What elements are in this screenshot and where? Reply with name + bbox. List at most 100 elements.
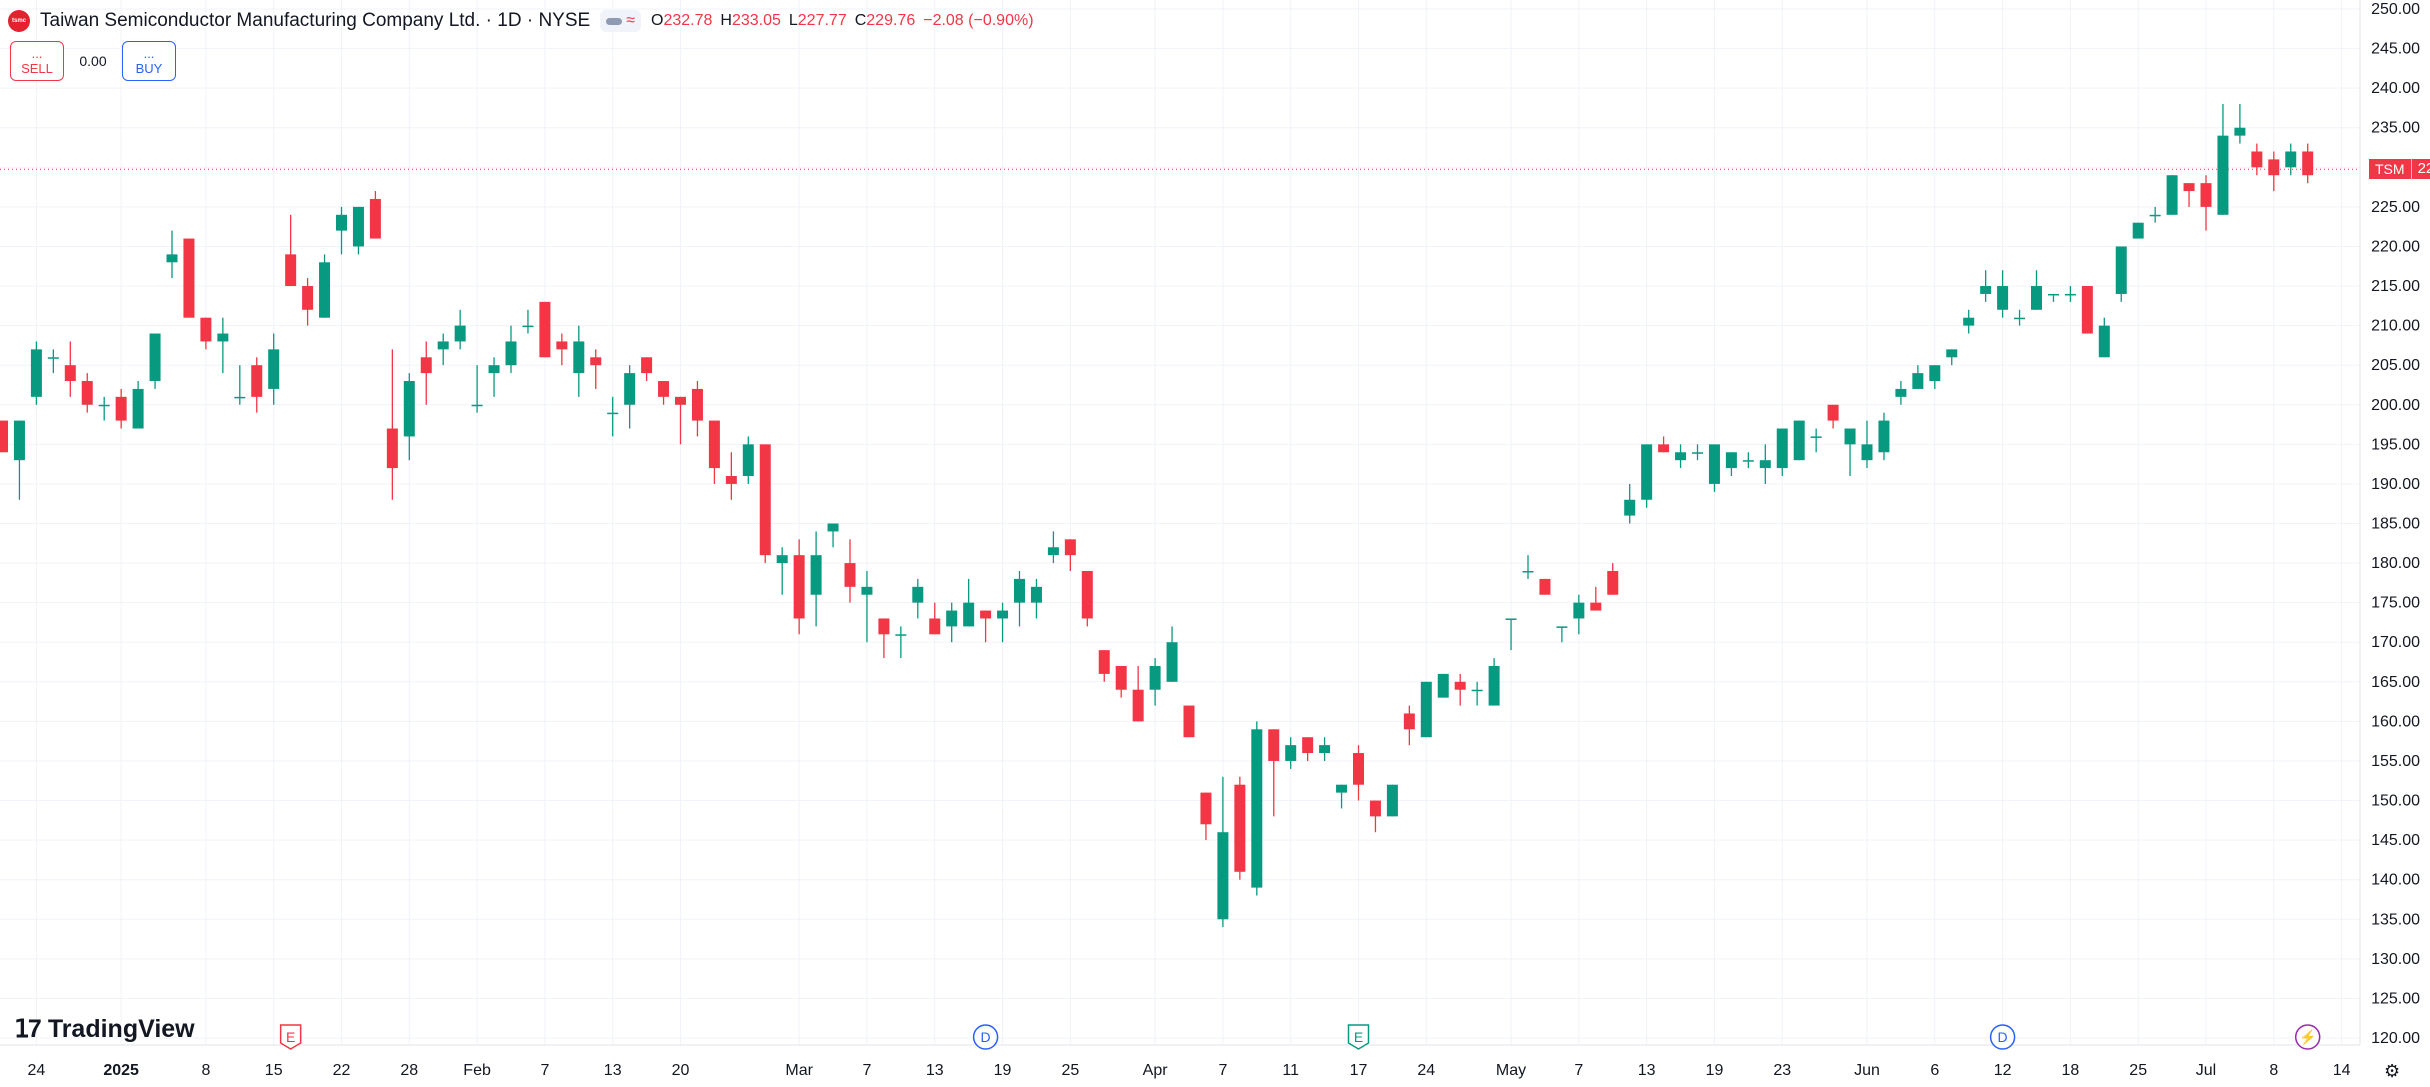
symbol-header: tsmc Taiwan Semiconductor Manufacturing … xyxy=(8,8,1034,34)
x-tick-label: 18 xyxy=(2062,1062,2080,1079)
candle-body xyxy=(1302,737,1314,754)
close-label: C xyxy=(854,12,867,29)
x-tick-label: 17 xyxy=(1350,1062,1368,1079)
candle-body xyxy=(115,396,127,421)
open-value: 232.78 xyxy=(663,12,713,29)
change-value: −2.08 (−0.90%) xyxy=(923,12,1034,29)
candle-body xyxy=(844,563,856,587)
event-marker-label: D xyxy=(981,1029,991,1045)
y-tick-label: 195.00 xyxy=(2371,436,2420,453)
x-tick-label: 13 xyxy=(1638,1062,1656,1079)
candle-body xyxy=(963,602,975,627)
candle-body xyxy=(725,476,737,484)
candle-body xyxy=(1047,547,1059,556)
candle-body xyxy=(1641,444,1653,500)
spread-value: 0.00 xyxy=(79,53,107,69)
candle-body xyxy=(1234,784,1246,872)
candle-body xyxy=(759,444,771,556)
x-tick-label: 24 xyxy=(1417,1062,1435,1079)
candle-body xyxy=(81,381,93,405)
candle-body xyxy=(1658,444,1670,453)
y-tick-label: 215.00 xyxy=(2371,278,2420,295)
x-tick-label: 28 xyxy=(400,1062,418,1079)
y-tick-label: 140.00 xyxy=(2371,872,2420,889)
candle-body xyxy=(2014,317,2026,320)
x-tick-label: 7 xyxy=(1574,1062,1583,1079)
candle-body xyxy=(64,365,76,382)
y-tick-label: 205.00 xyxy=(2371,357,2420,374)
x-tick-label: Jun xyxy=(1854,1062,1880,1079)
candle-body xyxy=(403,381,415,437)
candle-body xyxy=(1861,444,1873,461)
candle-body xyxy=(912,586,924,603)
candle-body xyxy=(420,357,432,374)
y-tick-label: 155.00 xyxy=(2371,753,2420,770)
candle-body xyxy=(1793,420,1805,461)
candle-body xyxy=(1081,570,1093,619)
high-value: 233.05 xyxy=(731,12,781,29)
candle-body xyxy=(2285,151,2297,168)
candle-body xyxy=(2047,293,2059,296)
buy-button[interactable]: ... BUY xyxy=(122,41,176,81)
candle-body xyxy=(488,365,500,374)
candle-body xyxy=(675,396,686,405)
candle-body xyxy=(1369,800,1381,817)
candle-body xyxy=(149,333,161,382)
x-tick-label: Feb xyxy=(463,1062,491,1079)
y-tick-label: 170.00 xyxy=(2371,634,2420,651)
candle-body xyxy=(827,523,839,532)
candle-body xyxy=(641,357,653,374)
candle-body xyxy=(336,214,347,231)
candle-body xyxy=(386,428,398,469)
candle-body xyxy=(658,381,670,397)
y-tick-label: 120.00 xyxy=(2371,1030,2420,1047)
candle-body xyxy=(1064,539,1076,556)
eye-icon[interactable] xyxy=(606,17,623,25)
candle-body xyxy=(1336,784,1348,793)
upcoming-event-icon xyxy=(2294,1024,2321,1050)
candle-body xyxy=(1844,428,1856,445)
candle-body xyxy=(1946,349,1958,358)
sell-dots: ... xyxy=(31,46,43,61)
candle-body xyxy=(132,388,144,429)
candle-body xyxy=(217,333,229,342)
candle-body xyxy=(1963,317,1975,326)
candle-body xyxy=(2149,214,2161,217)
tradingview-logo[interactable]: 𝟣7 TradingView xyxy=(14,1014,195,1044)
candle-body xyxy=(1692,452,1703,454)
symbol-title[interactable]: Taiwan Semiconductor Manufacturing Compa… xyxy=(40,10,591,31)
candle-body xyxy=(1420,681,1432,738)
dividend-marker-icon xyxy=(1989,1024,2016,1050)
candle-body xyxy=(369,198,381,239)
y-tick-label: 160.00 xyxy=(2371,713,2420,730)
candle-body xyxy=(1403,713,1415,730)
event-marker-label: D xyxy=(1998,1029,2008,1045)
candle-body xyxy=(2200,183,2212,207)
candle-body xyxy=(607,412,619,415)
candle-body xyxy=(505,341,517,366)
candle-body xyxy=(1997,286,2009,310)
candle-body xyxy=(1675,452,1687,461)
candle-body xyxy=(1098,650,1110,674)
candle-body xyxy=(1115,665,1127,690)
sell-button[interactable]: ... SELL xyxy=(10,41,64,81)
candle-body xyxy=(1217,832,1229,920)
candle-body xyxy=(929,618,941,635)
y-tick-label: 220.00 xyxy=(2371,238,2420,255)
candle-body xyxy=(1810,436,1822,438)
visibility-pill[interactable]: ≈ xyxy=(600,10,641,32)
x-tick-label: May xyxy=(1496,1062,1526,1079)
candle-body xyxy=(285,254,297,287)
candle-body xyxy=(2234,127,2246,136)
candle-body xyxy=(793,555,805,619)
gear-icon[interactable]: ⚙ xyxy=(2384,1061,2401,1081)
candle-body xyxy=(946,610,958,627)
y-tick-label: 130.00 xyxy=(2371,951,2420,968)
x-tick-label: 15 xyxy=(265,1062,283,1079)
wave-icon[interactable]: ≈ xyxy=(626,12,635,29)
candle-body xyxy=(268,349,280,389)
candle-body xyxy=(1929,365,1941,382)
y-tick-label: 145.00 xyxy=(2371,832,2420,849)
candle-body xyxy=(2031,286,2042,310)
